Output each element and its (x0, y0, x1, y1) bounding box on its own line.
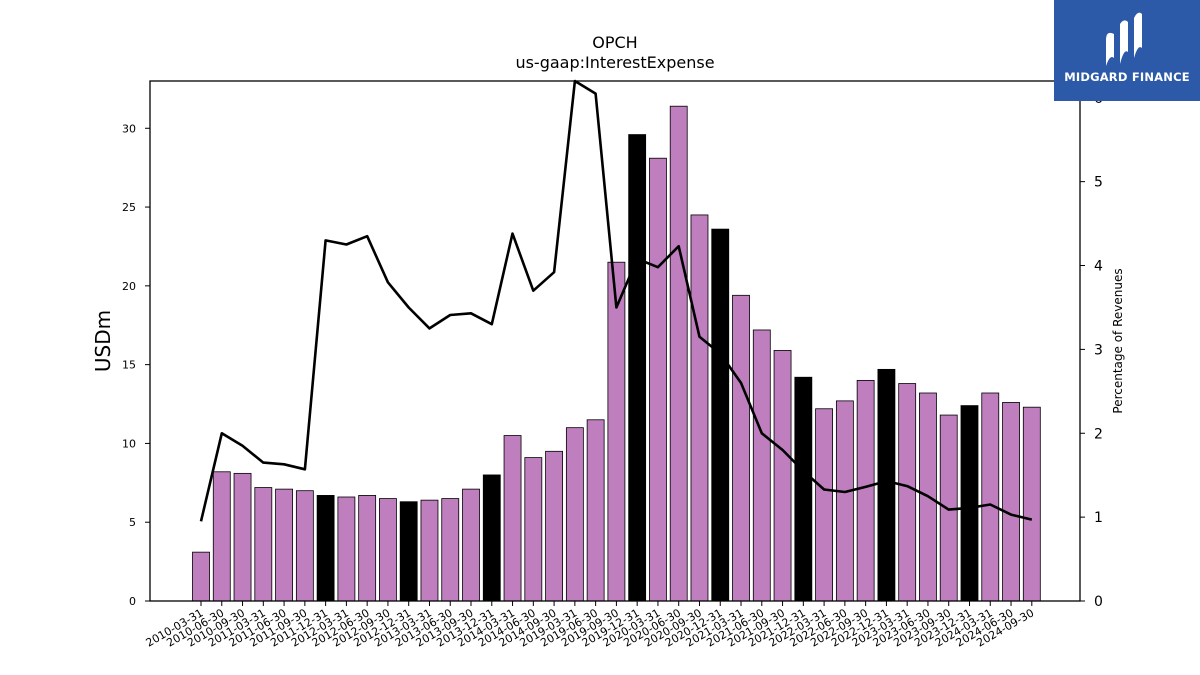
bar-2021-03-31 (732, 294, 750, 602)
chart-subtitle: us-gaap:InterestExpense (515, 53, 714, 72)
y2-tick-label: 1 (1094, 510, 1103, 526)
y2-tick-label: 2 (1094, 426, 1103, 442)
bar-2014-09-30 (545, 450, 563, 602)
bar-2013-06-30 (441, 498, 460, 602)
y2-axis-label: Percentage of Revenues (1111, 268, 1125, 413)
bar-2022-12-31 (877, 368, 896, 602)
brand-logo: MIDGARD FINANCE (1054, 0, 1200, 101)
bar-2010-03-31 (192, 551, 210, 602)
bar-2011-06-30 (275, 488, 293, 602)
chart-title: OPCH (592, 33, 637, 52)
bar-2021-09-30 (773, 350, 792, 602)
y-tick-label: 30 (122, 122, 136, 135)
bar-2020-12-31 (711, 228, 730, 602)
y-axis-label: USDm (91, 310, 115, 372)
x-axis-ticks: 2010-03-312010-06-302010-09-302011-03-31… (144, 601, 1036, 650)
y-tick-label: 10 (122, 437, 136, 450)
bar-2014-03-31 (503, 435, 522, 602)
bar-2013-12-31 (482, 474, 501, 602)
bar-2022-03-31 (815, 408, 833, 602)
midgard-logo-icon (1106, 12, 1142, 66)
bar-2010-06-30 (212, 471, 231, 602)
bar-2020-09-30 (690, 214, 709, 602)
bar-2012-12-31 (399, 501, 418, 602)
brand-name: MIDGARD FINANCE (1064, 70, 1190, 84)
y2-tick-label: 5 (1094, 175, 1103, 191)
bar-2019-03-31 (565, 427, 584, 602)
bar-2022-06-30 (835, 400, 854, 602)
bar-2012-09-30 (379, 498, 397, 602)
bar-2024-06-30 (1002, 402, 1020, 602)
bar-2020-03-31 (649, 157, 667, 602)
percentage-line (199, 79, 1033, 522)
bar-2020-06-30 (669, 105, 688, 602)
bar-2011-09-30 (295, 490, 314, 602)
plot-frame (149, 80, 1081, 602)
y-tick-label: 15 (122, 359, 136, 372)
bar-2023-03-31 (898, 383, 917, 602)
bar-2014-06-30 (524, 457, 543, 602)
bar-2019-06-30 (586, 419, 605, 602)
y-tick-label: 5 (129, 516, 136, 529)
bar-2021-06-30 (752, 329, 771, 602)
y2-tick-label: 4 (1094, 259, 1103, 275)
y-axis-ticks: 0 5 10 15 20 25 30 (122, 122, 150, 608)
bar-2024-09-30 (1022, 406, 1041, 602)
bar-2024-03-31 (981, 392, 1000, 602)
y2-axis-ticks: 0123456 (1080, 91, 1103, 610)
y-tick-label: 0 (129, 595, 136, 608)
bar-2010-09-30 (233, 472, 252, 602)
bar-2019-12-31 (628, 134, 647, 602)
y2-tick-label: 0 (1094, 594, 1103, 610)
bar-2012-06-30 (358, 495, 377, 602)
bar-2021-12-31 (794, 376, 813, 602)
bar-2011-03-31 (254, 487, 273, 602)
y2-tick-label: 3 (1094, 342, 1103, 358)
y-tick-label: 25 (122, 201, 136, 214)
bar-2023-12-31 (960, 405, 979, 602)
bar-2012-03-31 (337, 496, 356, 602)
y-tick-label: 20 (122, 280, 136, 293)
bar-2019-09-30 (607, 261, 626, 602)
bar-2022-09-30 (856, 379, 875, 602)
bar-2011-12-31 (316, 495, 335, 602)
bar-2013-03-31 (420, 499, 439, 602)
bar-series (192, 105, 1041, 602)
bar-2013-09-30 (462, 488, 480, 602)
